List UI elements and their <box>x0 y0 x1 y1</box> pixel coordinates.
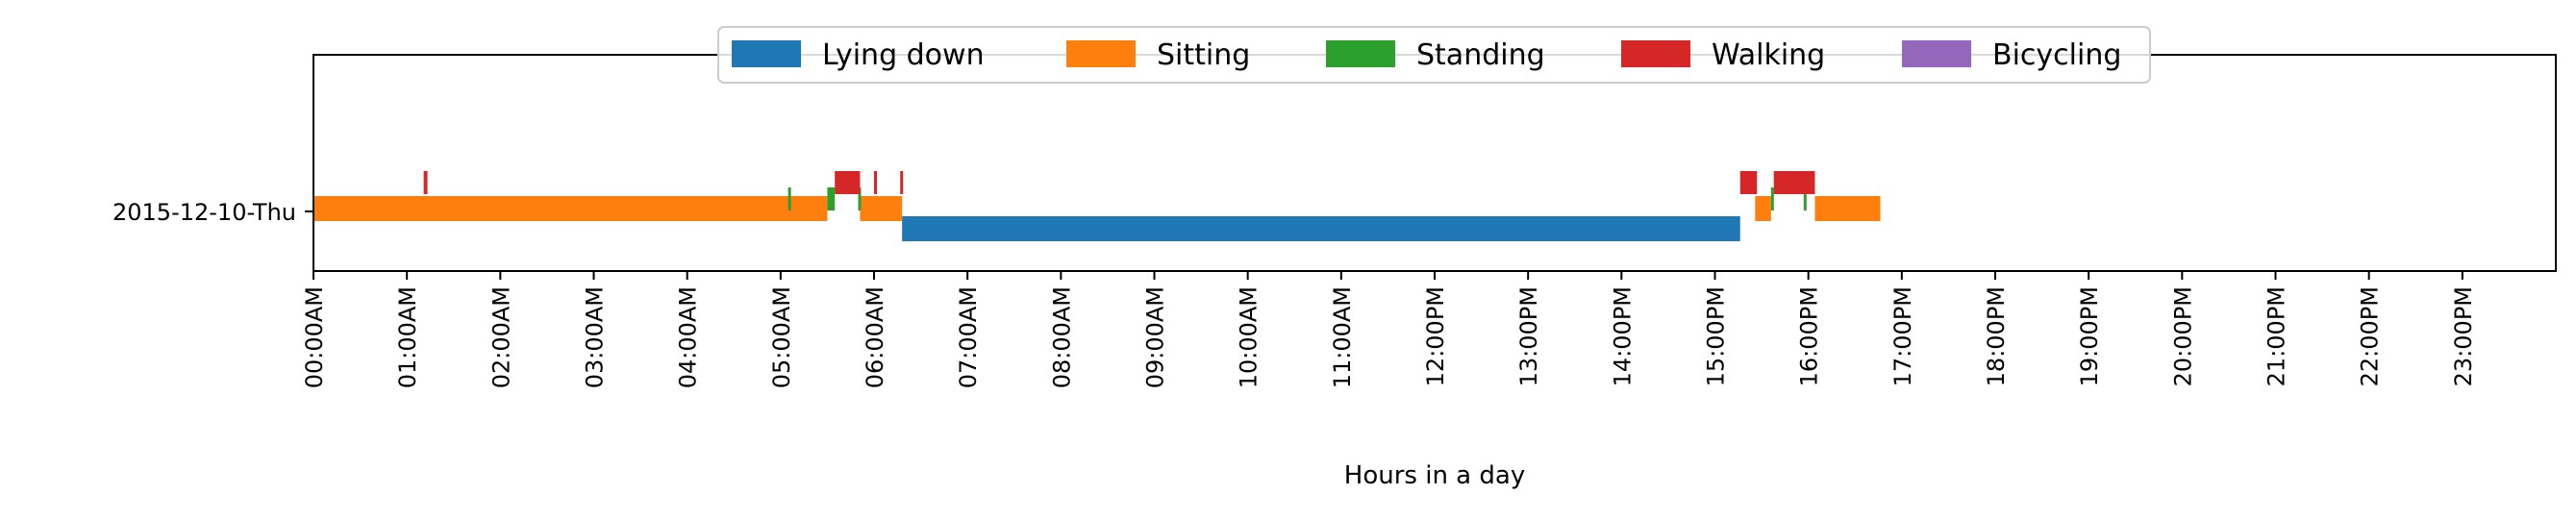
x-tick-label: 15:00PM <box>1703 286 1730 386</box>
walking-bar <box>835 171 861 194</box>
walking-bar <box>423 171 428 194</box>
x-tick-label: 21:00PM <box>2263 286 2290 386</box>
legend-swatch-standing <box>1326 40 1395 67</box>
legend-swatch-bicycling <box>1902 40 1971 67</box>
x-tick-label: 02:00AM <box>488 286 514 388</box>
sitting-bar <box>860 196 903 221</box>
y-tick-label: 2015-12-10-Thu <box>113 199 296 226</box>
legend: Lying down Sitting Standing Walking Bicyclin… <box>717 26 2151 84</box>
walking-bar <box>1739 171 1758 194</box>
standing-bar <box>1803 187 1807 210</box>
x-tick-label: 19:00PM <box>2076 286 2103 386</box>
legend-label-bicycling: Bicycling <box>1992 38 2121 72</box>
x-axis-label: Hours in a day <box>1344 461 1525 490</box>
x-tick-label: 04:00AM <box>675 286 702 388</box>
standing-bar <box>858 187 862 210</box>
legend-label-standing: Standing <box>1416 38 1545 72</box>
activity-bars <box>313 171 1881 241</box>
x-tick-label: 05:00AM <box>768 286 795 388</box>
x-tick-label: 13:00PM <box>1515 286 1542 386</box>
x-tick-label: 01:00AM <box>394 286 421 388</box>
sitting-bar <box>313 196 828 221</box>
x-tick-label: 20:00PM <box>2169 286 2196 386</box>
x-tick-label: 03:00AM <box>582 286 609 388</box>
x-tick-label: 11:00AM <box>1329 286 1356 388</box>
legend-label-walking: Walking <box>1712 38 1825 72</box>
walking-bar <box>1773 171 1815 194</box>
lying-down-bar <box>902 216 1740 241</box>
x-tick-label: 08:00AM <box>1048 286 1075 388</box>
walking-bar <box>900 171 904 194</box>
x-tick-label: 10:00AM <box>1236 286 1263 388</box>
sitting-bar <box>1814 196 1881 221</box>
x-tick-label: 00:00AM <box>301 286 328 388</box>
x-tick-label: 23:00PM <box>2450 286 2477 386</box>
legend-swatch-sitting <box>1066 40 1136 67</box>
y-axis: 2015-12-10-Thu <box>113 199 313 226</box>
legend-label-lying-down: Lying down <box>822 38 985 72</box>
x-tick-label: 14:00PM <box>1609 286 1636 386</box>
x-tick-label: 16:00PM <box>1796 286 1823 386</box>
standing-bar <box>827 187 836 210</box>
standing-bar <box>1770 187 1774 210</box>
x-tick-label: 12:00PM <box>1422 286 1449 386</box>
legend-swatch-walking <box>1621 40 1690 67</box>
sitting-bar <box>1755 196 1771 221</box>
x-tick-label: 17:00PM <box>1889 286 1916 386</box>
x-tick-label: 07:00AM <box>955 286 982 388</box>
x-axis: 00:00AM 01:00AM 02:00AM 03:00AM 04:00AM 05:00… <box>301 271 2477 388</box>
x-tick-label: 06:00AM <box>862 286 888 388</box>
legend-label-sitting: Sitting <box>1157 38 1250 72</box>
x-tick-label: 22:00PM <box>2357 286 2384 386</box>
standing-bar <box>788 187 791 210</box>
x-tick-label: 18:00PM <box>1983 286 2010 386</box>
walking-bar <box>874 171 877 194</box>
legend-swatch-lying-down <box>732 40 801 67</box>
x-tick-label: 09:00AM <box>1142 286 1169 388</box>
